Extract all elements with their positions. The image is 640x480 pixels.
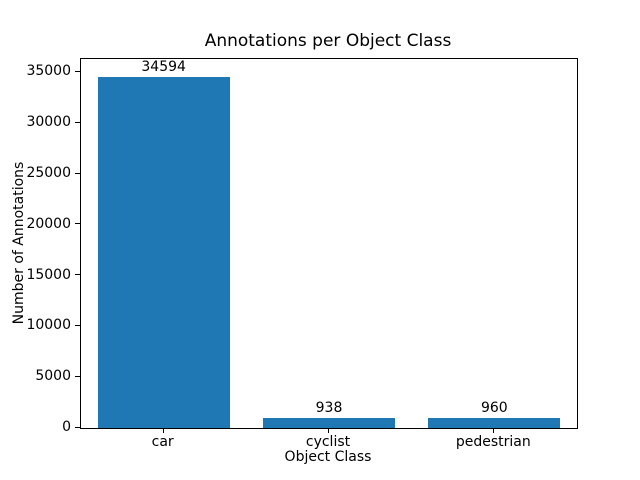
y-tick-mark: [75, 274, 80, 276]
x-tick-label-cyclist: cyclist: [305, 434, 351, 450]
bar-cyclist: [262, 418, 396, 428]
x-tick-mark: [162, 428, 164, 433]
y-tick-mark: [75, 426, 80, 428]
x-axis-label: Object Class: [284, 449, 372, 465]
y-tick-label: 10000: [26, 317, 71, 334]
x-tick-label-car: car: [151, 434, 174, 450]
bar-value-label-car: 34594: [141, 58, 186, 75]
y-tick-mark: [75, 121, 80, 123]
y-tick-label: 20000: [26, 215, 71, 232]
y-tick-mark: [75, 70, 80, 72]
bar-car: [97, 76, 230, 428]
y-tick-label: 30000: [26, 114, 71, 131]
y-tick-mark: [75, 172, 80, 174]
x-tick-mark: [493, 428, 495, 433]
y-tick-label: 5000: [35, 368, 71, 385]
y-tick-mark: [75, 375, 80, 377]
y-axis-label: Number of Annotations: [11, 161, 27, 325]
y-tick-mark: [75, 324, 80, 326]
y-tick-mark: [75, 223, 80, 225]
bar-value-label-cyclist: 938: [315, 400, 343, 417]
bar-value-label-pedestrian: 960: [480, 400, 508, 417]
y-tick-label: 15000: [26, 266, 71, 283]
y-tick-label: 0: [62, 419, 71, 435]
y-tick-label: 25000: [26, 165, 71, 182]
chart-title: Annotations per Object Class: [204, 31, 452, 51]
plot-area: 34594 938 960: [80, 58, 578, 429]
x-tick-label-pedestrian: pedestrian: [455, 434, 531, 450]
bar-pedestrian: [428, 418, 561, 428]
x-tick-mark: [328, 428, 329, 433]
y-tick-label: 35000: [26, 63, 71, 80]
